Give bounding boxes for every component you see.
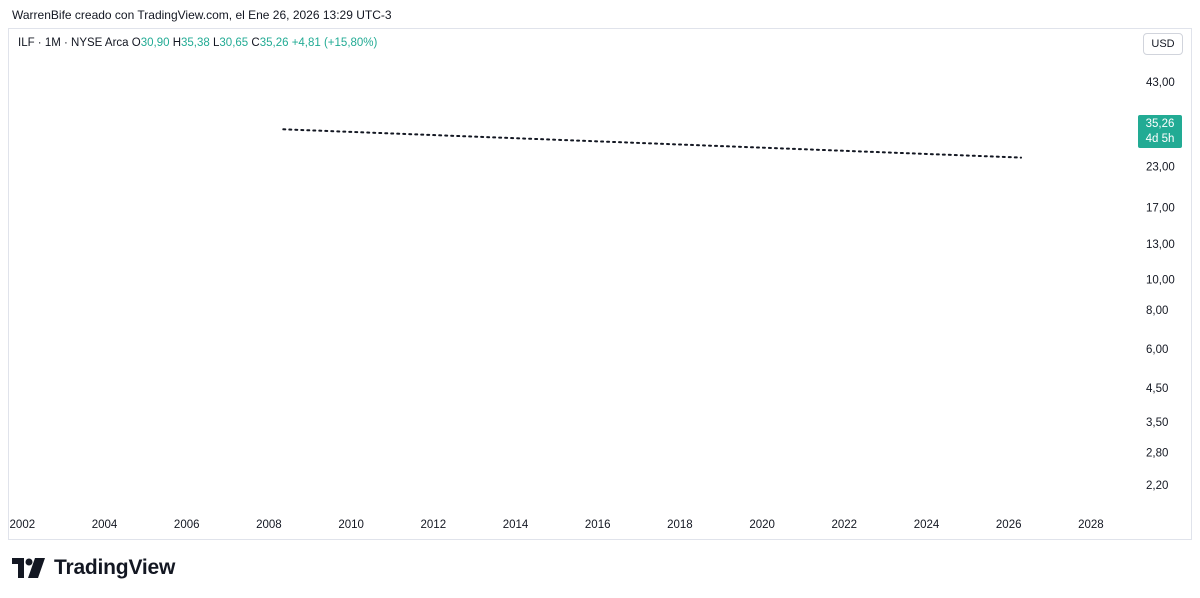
x-tick-label: 2014 — [503, 519, 529, 531]
open-label: O — [131, 37, 141, 49]
x-tick-label: 2028 — [1078, 519, 1104, 531]
close-label: C — [251, 37, 260, 49]
symbol-info[interactable]: ILF · 1M · NYSE Arca — [18, 37, 129, 49]
x-tick-label: 2026 — [996, 519, 1022, 531]
x-tick-label: 2016 — [585, 519, 611, 531]
low-value: 30,65 — [219, 37, 249, 49]
y-tick-label: 13,00 — [1146, 239, 1175, 251]
x-tick-label: 2008 — [256, 519, 282, 531]
currency-button[interactable]: USD — [1143, 33, 1183, 55]
low-label: L — [213, 37, 220, 49]
change-value: +4,81 (+15,80%) — [291, 37, 378, 49]
y-tick-label: 17,00 — [1146, 203, 1175, 215]
x-tick-label: 2002 — [10, 519, 36, 531]
y-tick-label: 8,00 — [1146, 305, 1168, 317]
y-tick-label: 3,50 — [1146, 417, 1168, 429]
trendline[interactable] — [282, 128, 1023, 159]
price-axis: 55,0043,0023,0017,0013,0010,008,006,004,… — [1146, 43, 1175, 492]
y-tick-label: 2,20 — [1146, 480, 1168, 492]
last-price: 35,26 — [1145, 118, 1175, 130]
tradingview-logo[interactable]: TradingView — [12, 556, 175, 580]
x-tick-label: 2010 — [338, 519, 364, 531]
high-value: 35,38 — [181, 37, 210, 49]
x-tick-label: 2004 — [92, 519, 118, 531]
close-value: 35,26 — [259, 37, 289, 49]
x-tick-label: 2018 — [667, 519, 693, 531]
chart-caption: WarrenBife creado con TradingView.com, e… — [12, 8, 392, 22]
x-tick-label: 2006 — [174, 519, 200, 531]
tradingview-logo-icon — [12, 558, 45, 578]
y-tick-label: 23,00 — [1146, 162, 1175, 174]
chart-frame — [8, 28, 1192, 540]
symbol-legend: ILF · 1M · NYSE Arca O30,90 H35,38 L30,6… — [18, 37, 377, 49]
y-tick-label: 6,00 — [1146, 344, 1168, 356]
y-tick-label: 2,80 — [1146, 447, 1168, 459]
y-tick-label: 4,50 — [1146, 383, 1168, 395]
bar-countdown: 4d 5h — [1145, 133, 1175, 145]
last-price-tag: 35,26 4d 5h — [1138, 115, 1182, 148]
x-tick-label: 2012 — [421, 519, 447, 531]
x-tick-label: 2020 — [749, 519, 775, 531]
x-tick-label: 2022 — [832, 519, 858, 531]
x-tick-label: 2024 — [914, 519, 940, 531]
brand-name: TradingView — [54, 556, 176, 579]
open-value: 30,90 — [140, 37, 170, 49]
high-label: H — [172, 37, 182, 49]
time-axis: 2002 2004 2006 2008 2010 2012 2014 2016 2018 2020… — [10, 519, 1104, 531]
y-tick-label: 43,00 — [1146, 77, 1175, 89]
y-tick-label: 10,00 — [1146, 275, 1175, 287]
